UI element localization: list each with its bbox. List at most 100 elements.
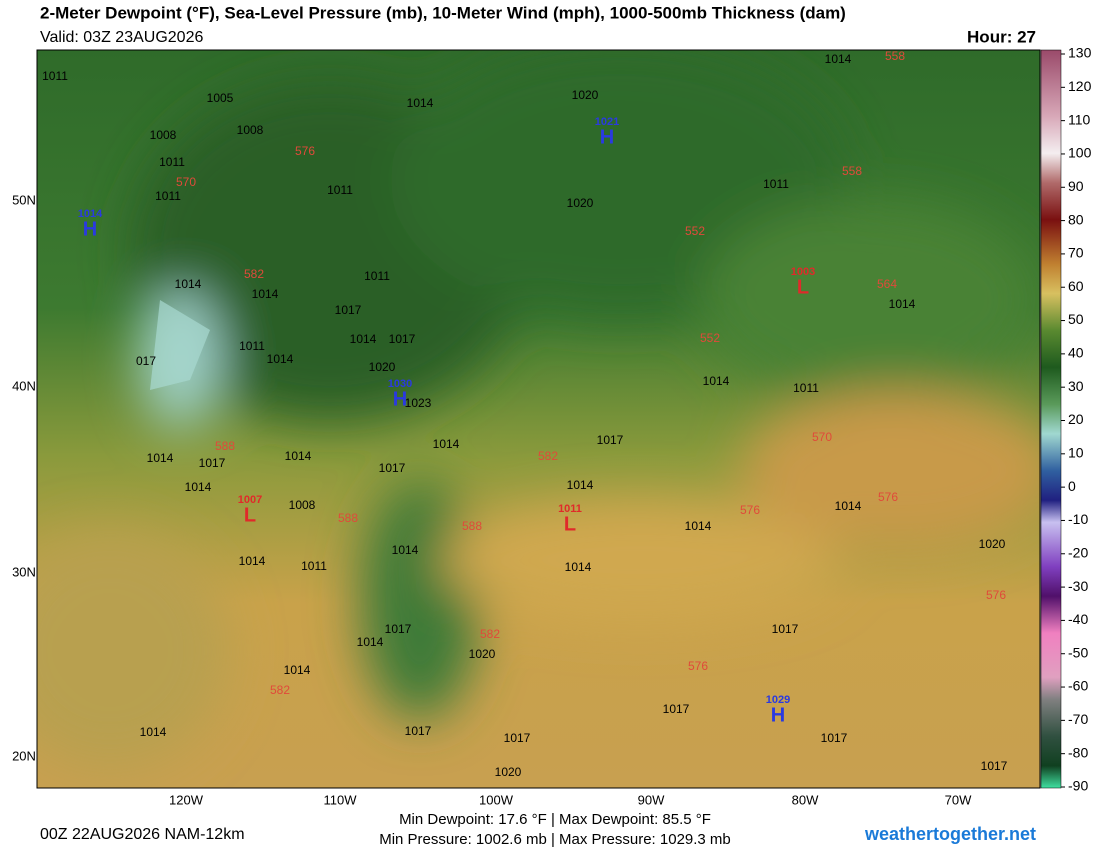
isobar-label: 1014 [267, 352, 294, 366]
isobar-label: 1014 [685, 519, 712, 533]
thickness-label: 552 [685, 224, 705, 238]
isobar-label: 1020 [979, 537, 1006, 551]
isobar-label: 1014 [392, 543, 419, 557]
thickness-label: 558 [885, 49, 905, 63]
colorbar-label: -20 [1068, 544, 1088, 560]
isobar-label: 1011 [793, 381, 819, 395]
colorbar-label: 30 [1068, 378, 1084, 394]
longitude-label: 100W [479, 792, 514, 807]
thickness-label: 558 [842, 164, 862, 178]
isobar-label: 1008 [150, 128, 177, 142]
colorbar-label: -90 [1068, 778, 1088, 794]
colorbar-label: -70 [1068, 711, 1088, 727]
thickness-label: 588 [215, 439, 235, 453]
high-pressure-marker: H [393, 388, 407, 410]
colorbar-label: 70 [1068, 245, 1084, 261]
colorbar-label: 50 [1068, 311, 1084, 327]
isobar-label: 1014 [407, 96, 434, 110]
colorbar-label: 120 [1068, 78, 1092, 94]
latitude-label: 50N [12, 192, 36, 207]
isobar-label: 1011 [364, 269, 390, 283]
colorbar-label: 60 [1068, 278, 1084, 294]
thickness-label: 570 [176, 175, 196, 189]
isobar-label: 1008 [289, 498, 316, 512]
high-pressure-marker: H [600, 126, 614, 148]
thickness-label: 564 [877, 277, 897, 291]
isobar-label: 1011 [301, 559, 327, 573]
colorbar [1040, 49, 1062, 789]
thickness-label: 588 [338, 511, 358, 525]
colorbar-label: -80 [1068, 744, 1088, 760]
high-pressure-value: 1030 [388, 378, 412, 390]
isobar-label: 1008 [237, 123, 264, 137]
thickness-label: 582 [480, 627, 500, 641]
thickness-label: 582 [538, 449, 558, 463]
thickness-label: 588 [462, 519, 482, 533]
isobar-label: 1011 [42, 69, 68, 83]
isobar-label: 1014 [889, 297, 916, 311]
colorbar-label: -10 [1068, 511, 1088, 527]
isobar-label: 017 [136, 354, 156, 368]
site-link[interactable]: weathertogether.net [864, 824, 1036, 844]
valid-time: Valid: 03Z 23AUG2026 [40, 29, 203, 46]
forecast-hour: Hour: 27 [967, 27, 1036, 46]
thickness-label: 576 [740, 503, 760, 517]
map-background [37, 50, 1040, 788]
isobar-label: 1017 [663, 702, 690, 716]
isobar-label: 1011 [763, 177, 789, 191]
colorbar-label: -40 [1068, 611, 1088, 627]
map-frame [36, 49, 1041, 789]
thickness-label: 576 [295, 144, 315, 158]
high-pressure-marker: H [771, 704, 785, 726]
longitude-label: 80W [792, 792, 819, 807]
isobar-label: 1014 [357, 635, 384, 649]
isobar-label: 1014 [284, 663, 311, 677]
isobar-label: 1020 [369, 360, 396, 374]
high-pressure-value: 1021 [595, 116, 619, 128]
isobar-label: 1017 [597, 433, 624, 447]
isobar-label: 1017 [379, 461, 406, 475]
latitude-label: 20N [12, 748, 36, 763]
low-pressure-value: 1003 [791, 266, 815, 278]
colorbar-label: 10 [1068, 445, 1084, 461]
longitude-label: 70W [945, 792, 972, 807]
pressure-range: Min Pressure: 1002.6 mb | Max Pressure: … [379, 831, 731, 848]
isobar-label: 1014 [433, 437, 460, 451]
colorbar-label: -60 [1068, 678, 1088, 694]
isobar-label: 1014 [825, 52, 852, 66]
isobar-label: 1011 [239, 339, 265, 353]
isobar-label: 1014 [567, 478, 594, 492]
low-pressure-value: 1011 [558, 503, 582, 515]
isobar-label: 1005 [207, 91, 234, 105]
isobar-label: 1014 [140, 725, 167, 739]
colorbar-label: 20 [1068, 411, 1084, 427]
high-pressure-value: 1014 [78, 208, 103, 220]
isobar-label: 1014 [185, 480, 212, 494]
isobar-label: 1017 [335, 303, 362, 317]
isobar-label: 1020 [572, 88, 599, 102]
colorbar-label: 130 [1068, 45, 1092, 61]
low-pressure-marker: L [797, 276, 809, 298]
isobar-label: 1017 [981, 759, 1008, 773]
colorbar-label: 80 [1068, 211, 1084, 227]
isobar-label: 1014 [147, 451, 174, 465]
longitude-label: 90W [638, 792, 665, 807]
isobar-label: 1014 [285, 449, 312, 463]
latitude-label: 40N [12, 378, 36, 393]
dewpoint-range: Min Dewpoint: 17.6 °F | Max Dewpoint: 85… [399, 811, 711, 828]
isobar-label: 1014 [252, 287, 279, 301]
high-pressure-marker: H [83, 218, 97, 240]
colorbar-label: 90 [1068, 178, 1084, 194]
low-pressure-marker: L [564, 513, 576, 535]
colorbar-label: -30 [1068, 578, 1088, 594]
isobar-label: 1017 [772, 622, 799, 636]
isobar-label: 1023 [405, 396, 432, 410]
model-run: 00Z 22AUG2026 NAM-12km [40, 826, 245, 843]
latitude-label: 30N [12, 564, 36, 579]
isobar-label: 1017 [504, 731, 531, 745]
longitude-label: 120W [169, 792, 204, 807]
isobar-label: 1014 [350, 332, 377, 346]
colorbar-label: -50 [1068, 644, 1088, 660]
